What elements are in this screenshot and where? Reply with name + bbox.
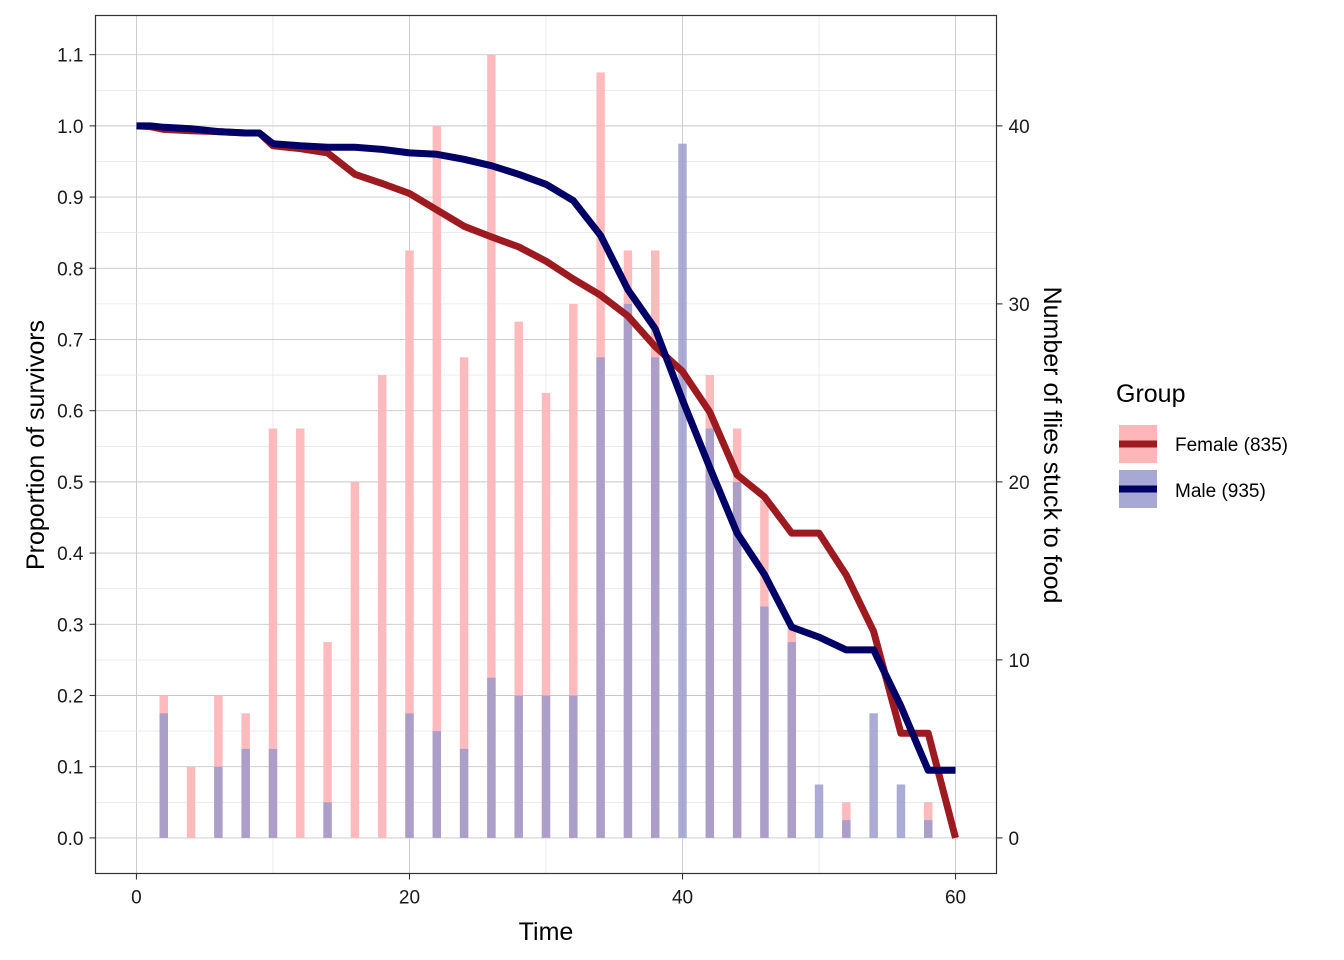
female-bar — [569, 303, 578, 838]
y2-tick-label: 0 — [1009, 829, 1020, 850]
male-bar — [541, 695, 551, 838]
y-tick-label: 0.5 — [57, 473, 83, 494]
legend-entry-female: Female (835) — [1119, 425, 1288, 463]
y2-tick-label: 30 — [1009, 295, 1030, 316]
y-tick-label: 0.6 — [57, 402, 83, 423]
male-bar — [650, 357, 660, 838]
male-bar — [268, 748, 278, 838]
x-tick-label: 40 — [672, 888, 693, 909]
female-bar — [405, 250, 414, 838]
female-bar — [514, 321, 523, 838]
x-axis-title: Time — [519, 918, 574, 946]
y-tick-label: 0.1 — [57, 758, 83, 779]
y2-axis-title: Number of flies stuck to food — [1038, 287, 1066, 604]
x-tick-label: 60 — [945, 888, 966, 909]
male-bar — [487, 677, 496, 838]
female-bar — [296, 428, 305, 838]
male-bar — [896, 784, 906, 838]
y-tick-label: 1.1 — [57, 46, 83, 67]
male-bar — [432, 731, 442, 838]
y-tick-label: 0.3 — [57, 615, 83, 636]
y-tick-label: 0.8 — [57, 259, 83, 280]
female-bar — [432, 125, 442, 838]
female-bar — [377, 375, 387, 838]
male-bar — [241, 748, 250, 838]
male-bar — [214, 766, 223, 838]
female-bar — [350, 481, 360, 838]
y-tick-label: 1.0 — [57, 117, 83, 138]
legend: Group Female (835) Male (935) — [1116, 380, 1288, 508]
male-survival-line — [136, 122, 956, 774]
y-tick-label: 0.0 — [57, 829, 83, 850]
legend-label-male: Male (935) — [1175, 481, 1266, 502]
male-bar — [405, 713, 414, 838]
male-bar — [569, 695, 578, 838]
x-tick-label: 0 — [131, 888, 142, 909]
bar-series — [159, 54, 933, 838]
y-tick-label: 0.2 — [57, 686, 83, 707]
female-bar — [323, 642, 332, 838]
y2-tick-label: 20 — [1009, 473, 1030, 494]
axes: 0 20 40 60 0.0 0.1 0.2 0.3 0.4 0.5 0.6 0.7 0.8 0.9 1.0… — [57, 46, 1030, 909]
male-bar — [842, 820, 851, 838]
male-bar — [732, 481, 742, 838]
y2-tick-label: 10 — [1009, 651, 1030, 672]
male-bar — [678, 143, 687, 838]
female-bar — [268, 428, 278, 838]
line-series — [136, 122, 959, 839]
female-bar — [541, 392, 551, 838]
male-bar — [814, 784, 824, 838]
male-bar — [869, 713, 878, 838]
male-bar — [459, 748, 469, 838]
male-bar — [924, 820, 933, 838]
y2-tick-label: 40 — [1009, 117, 1030, 138]
y-tick-label: 0.7 — [57, 330, 83, 351]
female-bar — [186, 766, 196, 838]
female-bar — [487, 54, 496, 838]
x-tick-label: 20 — [399, 888, 420, 909]
male-bar — [760, 606, 769, 838]
female-bar — [459, 357, 469, 838]
legend-entry-male: Male (935) — [1119, 470, 1266, 508]
male-bar — [159, 713, 168, 838]
male-bar — [323, 802, 332, 838]
y-axis-title: Proportion of survivors — [22, 320, 50, 570]
legend-title: Group — [1116, 380, 1185, 408]
male-bar — [787, 642, 796, 838]
y-tick-label: 0.9 — [57, 188, 83, 209]
male-bar — [514, 695, 523, 838]
male-bar — [623, 303, 633, 838]
male-bar — [705, 428, 715, 838]
legend-label-female: Female (835) — [1175, 435, 1288, 456]
y-tick-label: 0.4 — [57, 544, 84, 565]
male-bar — [596, 357, 605, 838]
plot-panel-border — [94, 14, 998, 875]
